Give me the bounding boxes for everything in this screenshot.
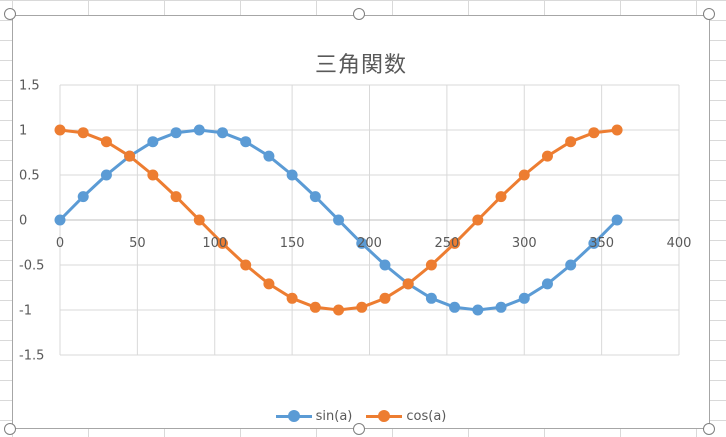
legend-label-cos: cos(a) [406, 408, 447, 424]
data-point-cos[interactable] [240, 259, 252, 271]
data-point-cos[interactable] [216, 237, 228, 249]
resize-handle-bottom-right[interactable] [703, 423, 715, 435]
legend-item-sin[interactable]: sin(a) [275, 408, 353, 424]
data-point-cos[interactable] [77, 127, 89, 139]
data-point-sin[interactable] [449, 301, 461, 313]
data-point-cos[interactable] [495, 191, 507, 203]
data-point-sin[interactable] [333, 214, 345, 226]
data-point-sin[interactable] [425, 292, 437, 304]
data-point-cos[interactable] [402, 278, 414, 290]
data-point-sin[interactable] [611, 214, 623, 226]
data-point-cos[interactable] [449, 237, 461, 249]
data-point-cos[interactable] [263, 278, 275, 290]
data-point-sin[interactable] [356, 237, 368, 249]
data-point-sin[interactable] [77, 191, 89, 203]
data-point-sin[interactable] [309, 191, 321, 203]
data-point-sin[interactable] [286, 169, 298, 181]
data-point-sin[interactable] [379, 259, 391, 271]
data-point-sin[interactable] [147, 136, 159, 148]
legend[interactable]: sin(a) cos(a) [13, 407, 709, 425]
resize-handle-top-left[interactable] [4, 8, 16, 20]
data-point-cos[interactable] [356, 301, 368, 313]
legend-marker-sin [275, 410, 312, 422]
data-point-sin[interactable] [170, 127, 182, 139]
chart-title[interactable]: 三角関数 [314, 53, 407, 78]
x-tick-label: 0 [56, 236, 64, 251]
data-point-cos[interactable] [565, 136, 577, 148]
data-point-cos[interactable] [100, 136, 112, 148]
x-tick-label: 250 [434, 236, 459, 251]
data-point-cos[interactable] [611, 124, 623, 136]
data-point-sin[interactable] [495, 301, 507, 313]
data-point-cos[interactable] [147, 169, 159, 181]
resize-handle-top-center[interactable] [353, 8, 365, 20]
legend-label-sin: sin(a) [315, 408, 353, 424]
data-point-sin[interactable] [588, 237, 600, 249]
data-point-sin[interactable] [518, 292, 530, 304]
y-tick-label: -1 [19, 304, 32, 319]
data-point-cos[interactable] [379, 292, 391, 304]
data-point-sin[interactable] [54, 214, 66, 226]
data-point-cos[interactable] [286, 292, 298, 304]
y-tick-label: 0.5 [19, 169, 40, 184]
x-tick-label: 50 [129, 236, 146, 251]
data-point-sin[interactable] [263, 150, 275, 162]
x-tick-label: 200 [357, 236, 382, 251]
resize-handle-bottom-left[interactable] [4, 423, 16, 435]
data-point-cos[interactable] [333, 304, 345, 316]
data-point-sin[interactable] [541, 278, 553, 290]
x-tick-label: 400 [667, 236, 692, 251]
y-tick-label: 0 [19, 214, 27, 229]
data-point-cos[interactable] [124, 150, 136, 162]
data-point-sin[interactable] [216, 127, 228, 139]
data-point-cos[interactable] [588, 127, 600, 139]
y-tick-label: -1.5 [19, 349, 44, 364]
data-point-cos[interactable] [518, 169, 530, 181]
x-tick-label: 300 [512, 236, 537, 251]
resize-handle-bottom-center[interactable] [353, 423, 365, 435]
y-tick-label: -0.5 [19, 259, 44, 274]
data-point-cos[interactable] [309, 301, 321, 313]
x-tick-label: 350 [589, 236, 614, 251]
data-point-sin[interactable] [100, 169, 112, 181]
resize-handle-top-right[interactable] [703, 8, 715, 20]
data-point-cos[interactable] [472, 214, 484, 226]
legend-marker-cos [366, 410, 403, 422]
data-point-sin[interactable] [565, 259, 577, 271]
data-point-cos[interactable] [54, 124, 66, 136]
chart-area[interactable]: 三角関数 sin(a) cos(a) [12, 15, 710, 429]
data-point-sin[interactable] [193, 124, 205, 136]
data-point-cos[interactable] [541, 150, 553, 162]
data-point-sin[interactable] [240, 136, 252, 148]
legend-item-cos[interactable]: cos(a) [366, 409, 446, 424]
y-tick-label: 1 [19, 124, 27, 139]
data-point-cos[interactable] [170, 191, 182, 203]
y-tick-label: 1.5 [19, 79, 40, 94]
data-point-sin[interactable] [472, 304, 484, 316]
x-tick-label: 100 [202, 236, 227, 251]
data-point-cos[interactable] [425, 259, 437, 271]
x-tick-label: 150 [280, 236, 305, 251]
data-point-cos[interactable] [193, 214, 205, 226]
